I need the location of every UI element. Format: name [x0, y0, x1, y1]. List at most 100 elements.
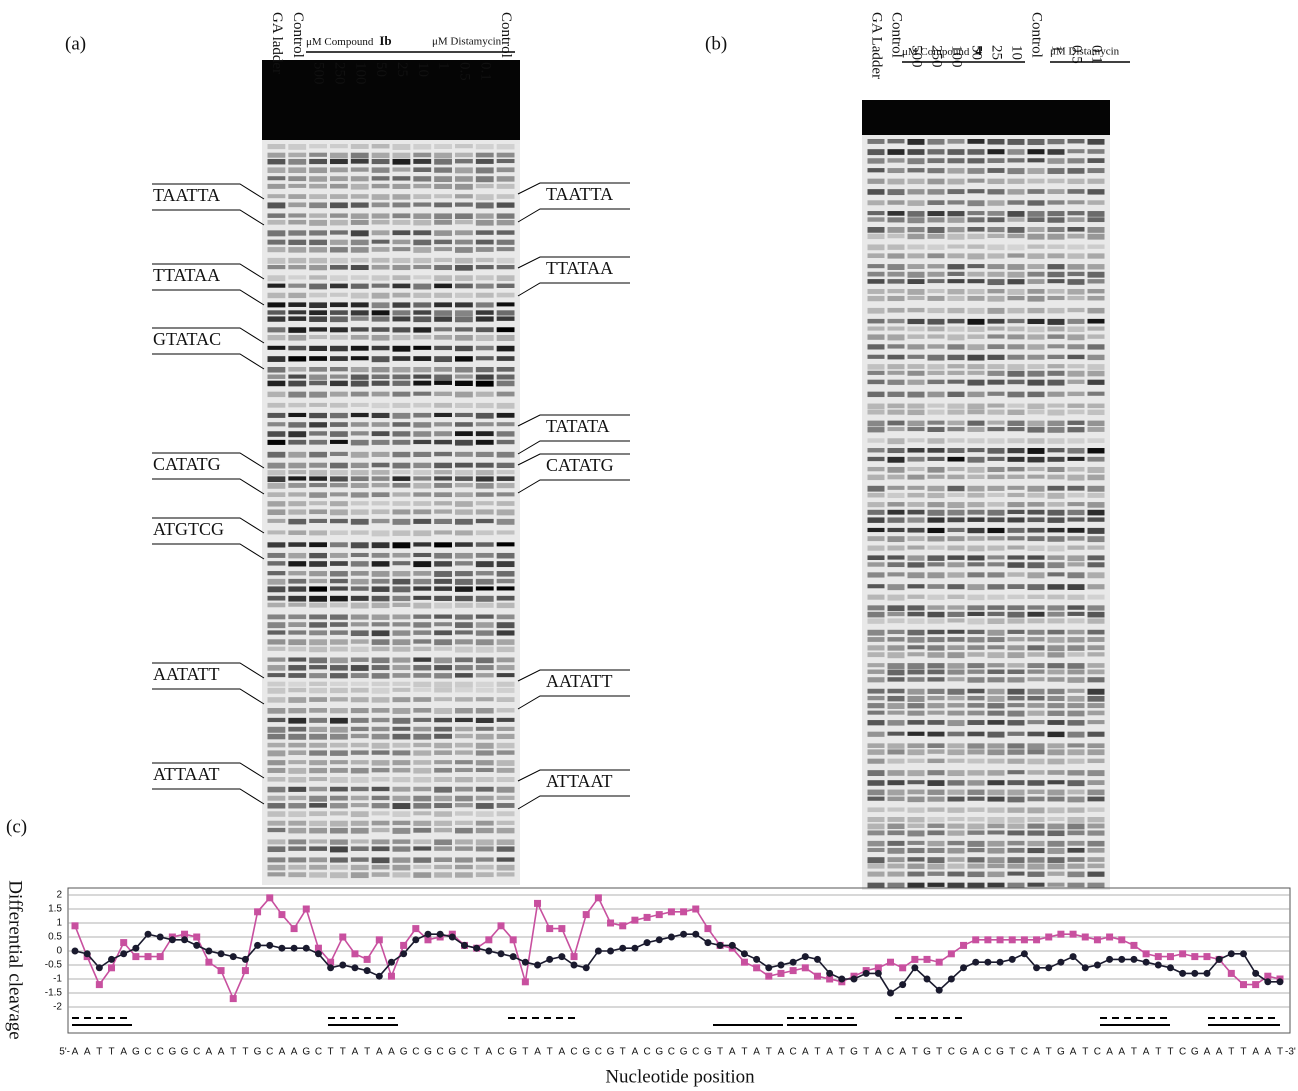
point	[449, 934, 456, 941]
gel-band	[1048, 677, 1065, 682]
gel-band	[1048, 696, 1065, 701]
gel-band	[330, 630, 348, 634]
gel-band	[888, 264, 905, 270]
gel-band	[455, 452, 473, 457]
gel-band	[928, 703, 945, 708]
gel-band	[1088, 517, 1105, 521]
gel-band	[948, 448, 965, 453]
gel-band	[888, 289, 905, 293]
gel-band	[288, 153, 306, 158]
gel-band	[393, 553, 411, 558]
gel-band	[1028, 410, 1045, 415]
gel-band	[497, 657, 515, 662]
point	[1240, 950, 1247, 957]
gel-band	[988, 200, 1005, 205]
gel-band	[393, 603, 411, 607]
gel-band	[888, 493, 905, 498]
gel-band	[908, 696, 925, 702]
gel-band	[476, 367, 494, 372]
gel-band	[393, 777, 411, 782]
gel-band	[1028, 807, 1045, 813]
gel-band	[351, 501, 369, 505]
gel-band	[908, 528, 925, 533]
y-tick-label: 0	[56, 946, 62, 957]
gel-band	[268, 743, 286, 748]
gel-band	[868, 149, 885, 155]
gel-band	[1008, 841, 1025, 846]
gel-band	[434, 796, 452, 801]
gel-band	[330, 509, 348, 515]
gel-band	[393, 476, 411, 481]
gel-band	[288, 519, 306, 525]
gel-band	[351, 760, 369, 764]
gel-band	[888, 168, 905, 173]
gel-band	[309, 665, 327, 669]
gel-band	[1048, 841, 1065, 847]
gel-band	[268, 673, 286, 677]
gel-band	[288, 760, 306, 764]
gel-band	[497, 682, 515, 687]
gel-band	[928, 663, 945, 668]
gel-band	[455, 760, 473, 764]
gel-band	[393, 194, 411, 199]
gel-band	[948, 612, 965, 617]
point	[1045, 964, 1052, 971]
gel-band	[497, 470, 515, 474]
gel-band	[288, 302, 306, 307]
gel-band	[948, 743, 965, 748]
gel-band	[1068, 272, 1085, 276]
gel-band	[868, 371, 885, 375]
gel-band	[309, 346, 327, 351]
gel-band	[393, 622, 411, 626]
gel-band	[309, 452, 327, 458]
gel-band	[434, 381, 452, 385]
sequence-base: T	[1167, 1047, 1173, 1058]
gel-band	[948, 211, 965, 216]
gel-band	[988, 234, 1005, 238]
point	[571, 953, 578, 960]
y-tick-label: -2	[53, 1002, 62, 1013]
gel-band	[968, 584, 985, 590]
gel-band	[288, 579, 306, 584]
gel-band	[908, 279, 925, 284]
gel-band	[1008, 179, 1025, 184]
gel-band	[393, 316, 411, 321]
gel-band	[1008, 720, 1025, 725]
gel-band	[928, 652, 945, 658]
gel-band	[434, 275, 452, 281]
gel-band	[497, 630, 515, 635]
gel-band	[268, 220, 286, 225]
gel-band	[908, 872, 925, 877]
gel-band	[268, 356, 286, 362]
gel-band	[948, 637, 965, 642]
point	[376, 936, 383, 943]
gel-band	[928, 830, 945, 835]
sequence-base: G	[448, 1047, 456, 1058]
gel-band	[330, 153, 348, 159]
gel-band	[372, 647, 390, 652]
gel-band	[1048, 618, 1065, 623]
sequence-base: T	[547, 1047, 553, 1058]
gel-band	[393, 403, 411, 408]
gel-band	[497, 240, 515, 245]
gel-band	[988, 486, 1005, 491]
gel-band	[372, 176, 390, 180]
gel-band	[372, 865, 390, 870]
sequence-base: T	[839, 1047, 845, 1058]
gel-band	[988, 179, 1005, 184]
point	[692, 931, 699, 938]
gel-band	[1088, 528, 1105, 534]
gel-band	[413, 381, 431, 386]
gel-band	[968, 703, 985, 708]
gel-band	[988, 404, 1005, 408]
gel-band	[868, 168, 885, 172]
gel-band	[1088, 872, 1105, 877]
sequence-base: T	[912, 1047, 918, 1058]
gel-band	[330, 596, 348, 602]
gel-band	[434, 492, 452, 497]
gel-band	[908, 380, 925, 385]
gel-band	[372, 777, 390, 782]
gel-band	[868, 630, 885, 636]
gel-band	[908, 211, 925, 217]
lane-label: GA Ladder	[869, 12, 885, 79]
